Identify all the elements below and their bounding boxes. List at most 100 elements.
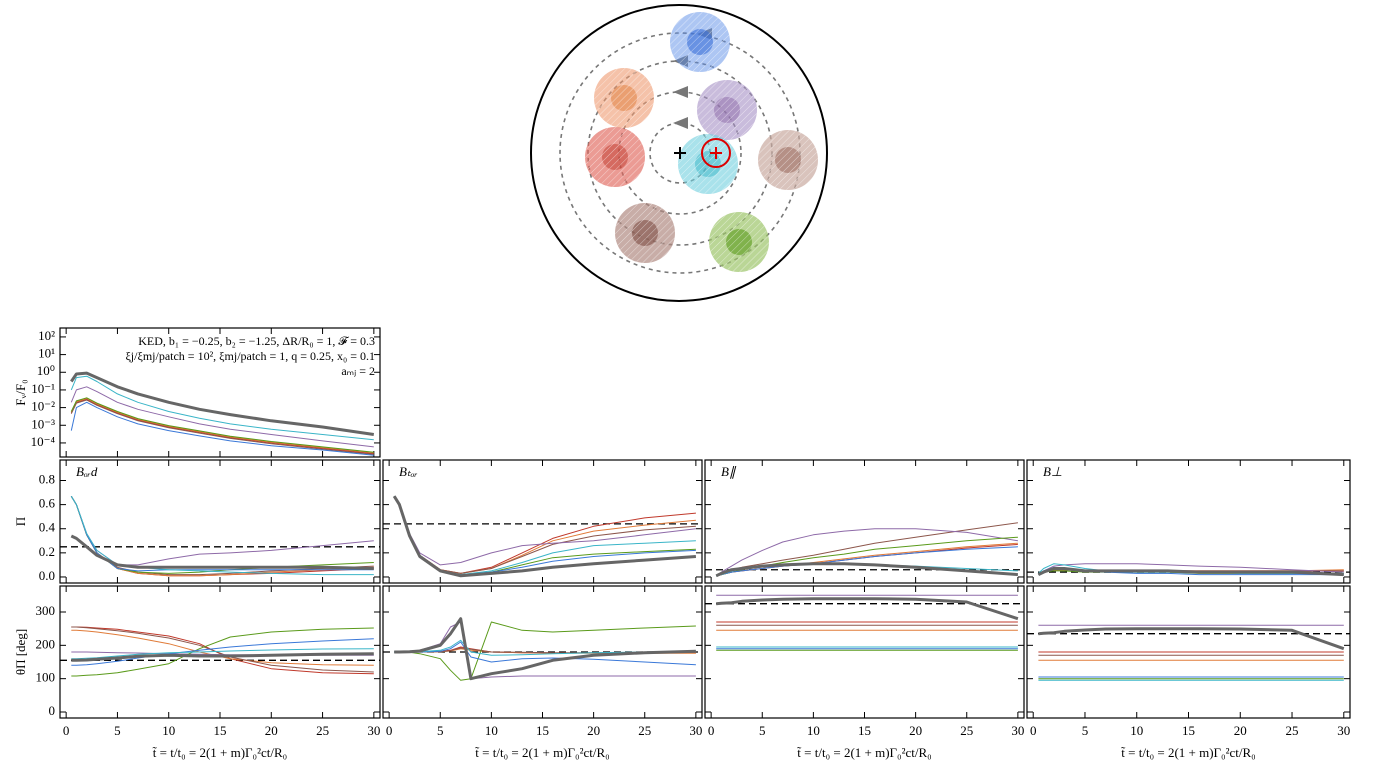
- x-tick-label: 25: [638, 723, 651, 738]
- series-line: [716, 597, 1019, 621]
- y-tick-label: 10⁻¹: [31, 381, 55, 396]
- x-tick-label: 25: [1286, 723, 1299, 738]
- x-tick-label: 5: [437, 723, 444, 738]
- x-axis-label: t̃ = t/t₀ = 2(1 + m)Γ₀²ct/R₀: [475, 745, 610, 760]
- series-line: [70, 399, 374, 455]
- x-tick-label: 30: [689, 723, 702, 738]
- x-tick-label: 30: [1337, 723, 1350, 738]
- x-axis-label: t̃ = t/t₀ = 2(1 + m)Γ₀²ct/R₀: [1121, 745, 1256, 760]
- series-line: [71, 648, 374, 660]
- series-line: [393, 495, 696, 574]
- x-tick-label: 15: [858, 723, 871, 738]
- y-tick-label: 10⁻²: [31, 399, 55, 414]
- y-tick-label: 100: [36, 670, 56, 685]
- series-line: [70, 375, 374, 441]
- series-line: [71, 652, 374, 662]
- y-tick-label: 10²: [38, 328, 55, 343]
- axes-frame: [59, 459, 381, 584]
- series-line: [70, 397, 374, 453]
- y-tick-label: 10¹: [38, 346, 55, 361]
- series-line: [392, 495, 697, 578]
- series-line: [393, 495, 696, 566]
- series-line: [70, 495, 374, 576]
- x-tick-label: 15: [1182, 723, 1195, 738]
- y-axis-label: Fᵥ/F₀: [13, 379, 28, 405]
- x-tick-label: 30: [1011, 723, 1024, 738]
- annotation: KED, b₁ = −0.25, b₂ = −1.25, ΔR/R₀ = 1, …: [138, 334, 375, 348]
- axes-frame: [704, 459, 1025, 584]
- x-tick-label: 0: [1030, 723, 1037, 738]
- axes-frame: [382, 459, 703, 584]
- x-axis-label: t̃ = t/t₀ = 2(1 + m)Γ₀²ct/R₀: [152, 745, 287, 760]
- y-axis-label: θΠ [deg]: [13, 629, 28, 675]
- x-tick-label: 25: [316, 723, 329, 738]
- y-tick-label: 0.0: [39, 568, 55, 583]
- series-line: [70, 397, 374, 454]
- y-tick-label: 0.4: [39, 520, 56, 535]
- x-tick-label: 15: [214, 723, 227, 738]
- series-line: [70, 401, 374, 456]
- series-line: [71, 627, 374, 677]
- x-tick-label: 0: [63, 723, 70, 738]
- axes-frame: [704, 585, 1025, 719]
- x-tick-label: 20: [265, 723, 278, 738]
- series-line: [393, 495, 696, 574]
- x-tick-label: 20: [1234, 723, 1247, 738]
- y-axis-label: Π: [13, 517, 28, 526]
- x-tick-label: 10: [485, 723, 498, 738]
- panel-label: B⊥: [1043, 464, 1062, 479]
- series-line: [71, 629, 374, 666]
- x-tick-label: 10: [1130, 723, 1143, 738]
- y-tick-label: 0.2: [39, 544, 55, 559]
- series-line: [393, 495, 696, 574]
- x-tick-label: 0: [386, 723, 393, 738]
- series-line: [70, 495, 374, 576]
- series-line: [71, 626, 374, 675]
- series-line: [71, 626, 374, 673]
- panel-label: Bₒᵣd: [76, 464, 98, 479]
- axes-frame: [59, 327, 381, 458]
- series-line: [70, 398, 374, 455]
- y-tick-label: 0.8: [39, 471, 55, 486]
- series-line: [70, 495, 374, 566]
- y-tick-label: 200: [36, 636, 56, 651]
- series-line: [70, 495, 374, 572]
- y-tick-label: 300: [36, 603, 56, 618]
- series-line: [1037, 567, 1344, 577]
- x-tick-label: 15: [536, 723, 549, 738]
- series-line: [394, 617, 696, 681]
- series-line: [393, 495, 696, 576]
- y-tick-label: 0.6: [39, 496, 56, 511]
- x-tick-label: 10: [162, 723, 175, 738]
- series-line: [70, 534, 374, 570]
- y-tick-label: 10⁰: [37, 363, 55, 378]
- x-tick-label: 0: [708, 723, 715, 738]
- panel-label: B∥: [721, 464, 737, 479]
- x-tick-label: 5: [114, 723, 121, 738]
- axes-frame: [1026, 459, 1351, 584]
- axes-frame: [59, 585, 381, 719]
- y-tick-label: 10⁻⁴: [31, 434, 56, 449]
- series-line: [70, 495, 374, 574]
- x-tick-label: 5: [759, 723, 766, 738]
- x-tick-label: 5: [1082, 723, 1089, 738]
- x-tick-label: 20: [587, 723, 600, 738]
- series-line: [70, 386, 374, 448]
- x-tick-label: 10: [807, 723, 820, 738]
- series-line: [71, 638, 374, 666]
- x-tick-label: 20: [909, 723, 922, 738]
- annotation: aₘⱼ = 2: [341, 364, 375, 378]
- series-line: [715, 528, 1018, 577]
- series-line: [1038, 627, 1345, 651]
- series-line: [715, 562, 1019, 578]
- y-tick-label: 0: [49, 703, 56, 718]
- series-line: [70, 371, 375, 436]
- axes-frame: [1026, 585, 1351, 719]
- y-tick-label: 10⁻³: [31, 416, 55, 431]
- x-tick-label: 25: [960, 723, 973, 738]
- annotation: ξj/ξmj/patch = 10², ξmj/patch = 1, q = 0…: [125, 349, 375, 363]
- x-axis-label: t̃ = t/t₀ = 2(1 + m)Γ₀²ct/R₀: [797, 745, 932, 760]
- jet-diagram: [530, 4, 828, 302]
- axes-frame: [382, 585, 703, 719]
